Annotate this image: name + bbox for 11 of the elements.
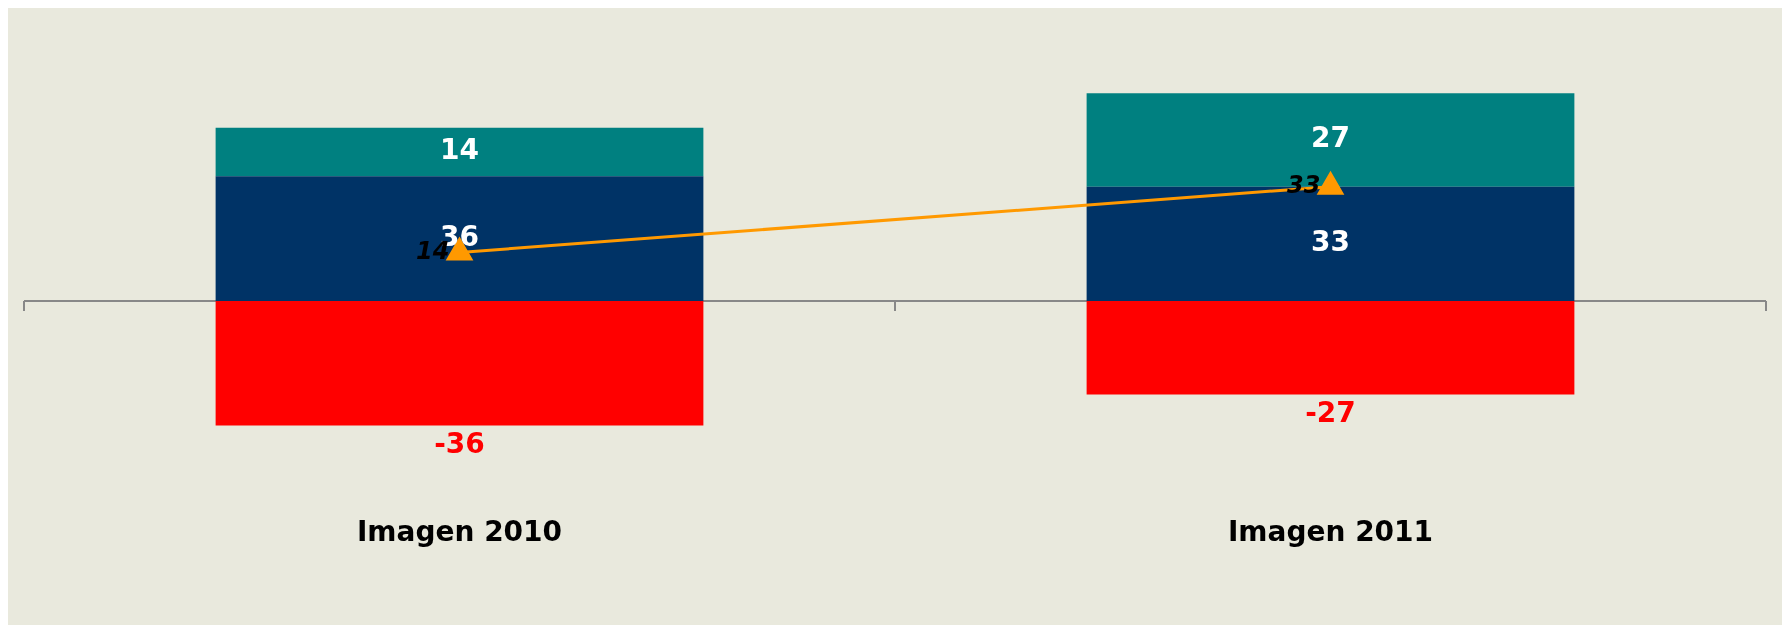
data-label: 27 (1311, 121, 1350, 155)
bar (215, 127, 704, 177)
bar (215, 300, 704, 426)
x-tick-label: Imagen 2011 (1227, 515, 1434, 549)
x-tick-label: Imagen 2010 (356, 515, 563, 549)
data-label: -27 (1305, 395, 1356, 429)
data-label: -36 (434, 426, 485, 460)
data-label: 14 (440, 133, 479, 167)
data-label: 33 (1311, 225, 1350, 259)
bar (1086, 300, 1575, 395)
bar (215, 176, 704, 301)
